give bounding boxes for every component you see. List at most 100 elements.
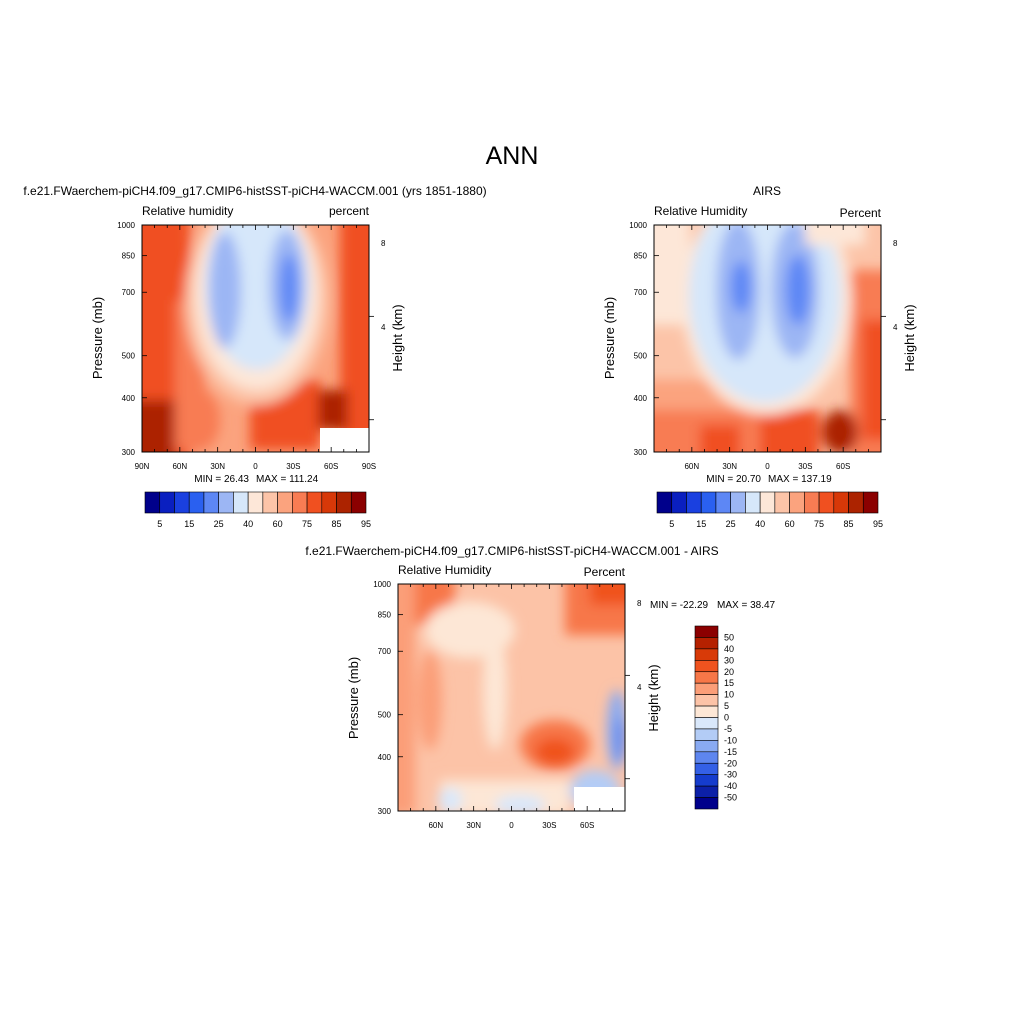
y-axis: 300 400 500 700 850 1000 (629, 221, 659, 457)
main-title: ANN (486, 142, 539, 170)
colorbar-label: 75 (814, 519, 824, 529)
colorbar-box (774, 491, 790, 514)
colorbar-box (715, 491, 731, 514)
colorbar-box (694, 717, 719, 730)
colorbar-box (694, 648, 719, 661)
colorbar-label: -15 (724, 747, 737, 757)
x-tick-label: 60N (428, 821, 443, 830)
y-tick-label: 500 (122, 352, 136, 361)
colorbar-label: 30 (724, 655, 734, 665)
colorbar-box (818, 491, 835, 514)
colorbar-label: 5 (157, 519, 162, 529)
x-tick-label: 90S (362, 462, 376, 471)
variable-label: Relative humidity (142, 204, 233, 218)
x-tick-label: 60N (172, 462, 187, 471)
plot-frame (141, 224, 370, 453)
y-tick-label: 850 (378, 611, 392, 620)
height-tick-label: 8 (893, 239, 898, 248)
colorbar-label: -10 (724, 735, 737, 745)
colorbar-box (789, 491, 805, 514)
colorbar-label: 20 (724, 667, 734, 677)
colorbar-box (694, 774, 719, 787)
contour-field (398, 584, 625, 811)
colorbar-label: 5 (669, 519, 674, 529)
colorbar-label: 60 (785, 519, 795, 529)
colorbar-box (694, 740, 719, 753)
max-value: MAX = 137.19 (768, 474, 832, 485)
min-value: MIN = 20.70 (706, 474, 761, 485)
colorbar-box (694, 762, 719, 775)
y-tick-label: 500 (378, 711, 392, 720)
colorbar-box (144, 491, 161, 514)
colorbar-box (277, 491, 293, 514)
colorbar-label: 85 (332, 519, 342, 529)
x-tick-label: 60S (580, 821, 594, 830)
colorbar-box (848, 491, 864, 514)
colorbar-box (306, 491, 323, 514)
y-tick-label: 1000 (373, 580, 391, 589)
colorbar-label: -30 (724, 770, 737, 780)
y-tick-label: 400 (378, 753, 392, 762)
y-axis-right-label: Height (km) (902, 304, 917, 371)
colorbar-box (694, 751, 719, 764)
variable-label: Relative Humidity (398, 563, 491, 577)
colorbar-label: 15 (724, 678, 734, 688)
colorbar-box (694, 682, 719, 695)
colorbar-box (218, 491, 234, 514)
colorbar-box (336, 491, 352, 514)
y-tick-label: 400 (634, 394, 648, 403)
colorbar-label: -50 (724, 793, 737, 803)
colorbar-label: 60 (273, 519, 283, 529)
colorbar-box (694, 797, 719, 810)
units-label: Percent (584, 565, 626, 579)
colorbar-box (292, 491, 308, 514)
colorbar-label: 5 (724, 701, 729, 711)
y-tick-label: 1000 (629, 221, 647, 230)
colorbar-box (700, 491, 717, 514)
colorbar-box (694, 660, 719, 673)
x-tick-label: 30N (722, 462, 737, 471)
colorbar-box (694, 625, 719, 638)
panel-difference: f.e21.FWaerchem-piCH4.f09_g17.CMIP6-hist… (305, 544, 775, 830)
x-tick-label: 0 (765, 462, 770, 471)
y-tick-label: 700 (122, 288, 136, 297)
colorbar-label: 40 (243, 519, 253, 529)
units-label: Percent (840, 206, 882, 220)
x-tick-label: 0 (509, 821, 514, 830)
min-value: MIN = -22.29 (650, 600, 709, 611)
x-tick-label: 0 (253, 462, 258, 471)
x-tick-label: 60S (324, 462, 338, 471)
colorbar-box (686, 491, 702, 514)
colorbar: 5 15 25 40 60 75 85 95 (144, 491, 371, 529)
min-value: MIN = 26.43 (194, 474, 249, 485)
colorbar-box (188, 491, 205, 514)
colorbar-box (694, 785, 719, 798)
x-tick-label: 60N (684, 462, 699, 471)
colorbar-box (745, 491, 761, 514)
panel-title: f.e21.FWaerchem-piCH4.f09_g17.CMIP6-hist… (23, 184, 486, 198)
colorbar-label: 25 (726, 519, 736, 529)
x-tick-label: 30N (466, 821, 481, 830)
x-tick-label: 60S (836, 462, 850, 471)
colorbar-label: 40 (755, 519, 765, 529)
colorbar-label: -40 (724, 781, 737, 791)
y-axis-label: Pressure (mb) (602, 297, 617, 379)
y-tick-label: 700 (634, 288, 648, 297)
y-tick-label: 500 (634, 352, 648, 361)
colorbar-label: 15 (184, 519, 194, 529)
contour-field (142, 225, 369, 452)
colorbar-label: 40 (724, 644, 734, 654)
colorbar-label: 25 (214, 519, 224, 529)
colorbar-label: 0 (724, 713, 729, 723)
colorbar-box (833, 491, 849, 514)
colorbar-box (656, 491, 673, 514)
colorbar-box (694, 671, 719, 684)
y-axis-label: Pressure (mb) (346, 657, 361, 739)
colorbar-label: 15 (696, 519, 706, 529)
colorbar-label: -5 (724, 724, 732, 734)
colorbar-box (350, 491, 367, 514)
colorbar-box (203, 491, 219, 514)
colorbar-box (233, 491, 249, 514)
